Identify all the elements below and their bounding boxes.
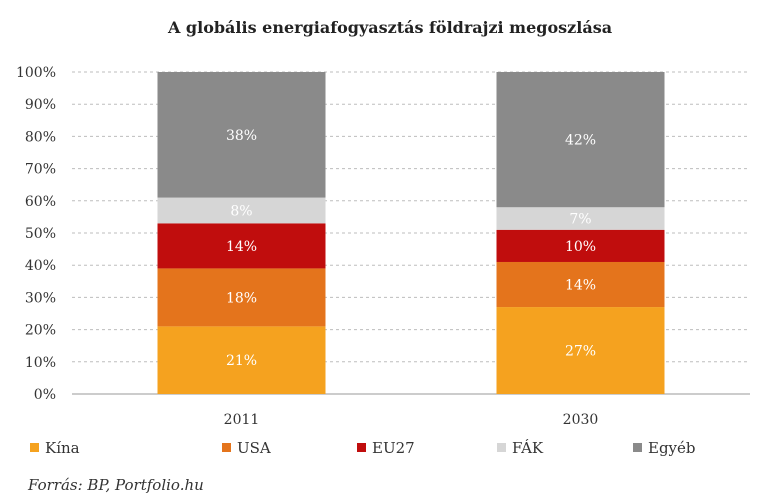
legend-swatch [633,443,642,452]
bar-segment [157,268,326,327]
x-axis: 2011 2030 [224,412,599,428]
legend-item: Kína [30,439,80,457]
data-label: 10% [565,239,596,255]
bar-segment [496,229,665,262]
data-label: 42% [565,133,596,149]
legend-swatch [357,443,366,452]
bar-segment [496,72,665,208]
y-tick-label: 50% [25,226,56,242]
y-tick-label: 70% [25,162,56,178]
bar-segment [157,223,326,269]
legend-swatch [497,443,506,452]
bar-segment [496,207,665,230]
y-tick-label: 80% [25,129,56,145]
source-note: Forrás: BP, Portfolio.hu [27,476,204,494]
data-label: 8% [230,203,252,219]
x-tick-label: 2030 [563,412,599,428]
legend: Kína USA EU27 FÁK Egyéb [30,439,696,457]
legend-swatch [30,443,39,452]
y-tick-label: 60% [25,194,56,210]
bars: 21% 18% 14% 8% 38% 27% 14% 10% 7% 42% [157,72,665,394]
chart-title: A globális energiafogyasztás földrajzi m… [167,18,612,37]
data-label: 7% [569,212,591,228]
y-tick-label: 40% [25,258,56,274]
y-tick-label: 90% [25,97,56,113]
bar-segment [157,326,326,394]
data-label: 38% [226,128,257,144]
y-tick-label: 20% [25,323,56,339]
data-label: 27% [565,344,596,360]
data-label: 21% [226,353,257,369]
y-tick-label: 100% [16,65,56,81]
bar-segment [496,307,665,394]
legend-item: Egyéb [633,439,696,457]
legend-item: FÁK [497,439,544,457]
legend-swatch [222,443,231,452]
y-tick-label: 30% [25,290,56,306]
data-label: 14% [226,239,257,255]
x-tick-label: 2011 [224,412,260,428]
bar-segment [496,261,665,308]
legend-label: USA [237,439,271,457]
y-tick-label: 10% [25,355,56,371]
legend-label: EU27 [372,439,415,457]
legend-label: FÁK [512,439,544,457]
bar-segment [157,197,326,224]
legend-label: Egyéb [648,439,696,457]
bar-segment [157,72,326,198]
legend-label: Kína [45,439,80,457]
y-tick-label: 0% [34,387,56,403]
data-label: 14% [565,278,596,294]
legend-item: EU27 [357,439,415,457]
legend-item: USA [222,439,271,457]
y-axis: 0% 10% 20% 30% 40% 50% 60% 70% 80% 90% 100% [16,65,56,403]
data-label: 18% [226,290,257,306]
